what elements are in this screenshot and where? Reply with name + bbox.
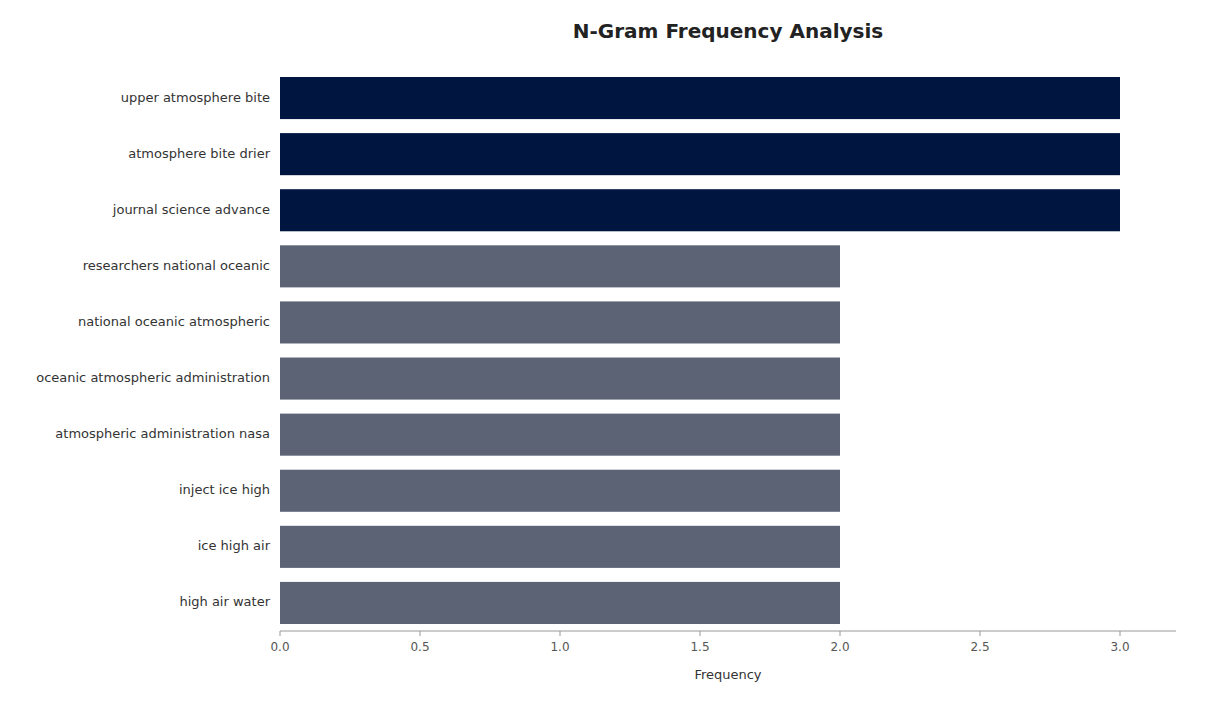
x-tick-label: 3.0 — [1110, 640, 1129, 654]
bar — [280, 245, 840, 287]
x-tick-label: 0.0 — [270, 640, 289, 654]
x-tick — [280, 631, 281, 636]
bar — [280, 77, 1120, 119]
bar — [280, 526, 840, 568]
x-tick — [980, 631, 981, 636]
category-label: researchers national oceanic — [83, 258, 270, 273]
bars — [280, 77, 1120, 624]
x-tick-label: 0.5 — [410, 640, 429, 654]
category-label: journal science advance — [112, 202, 270, 217]
chart-svg: N-Gram Frequency Analysis high air water i… — [0, 0, 1216, 701]
page: {"chart_data": {"type": "bar", "orientat… — [0, 0, 1216, 701]
category-label: atmospheric administration nasa — [55, 426, 270, 441]
bar — [280, 189, 1120, 231]
bar — [280, 582, 840, 624]
x-tick — [560, 631, 561, 636]
category-label: upper atmosphere bite — [121, 90, 270, 105]
x-tick-label: 1.0 — [550, 640, 569, 654]
category-label: ice high air — [198, 538, 271, 553]
x-tick-label: 2.5 — [970, 640, 989, 654]
bar — [280, 470, 840, 512]
x-tick-label: 2.0 — [830, 640, 849, 654]
category-label: high air water — [179, 594, 270, 609]
bar — [280, 133, 1120, 175]
chart-container: N-Gram Frequency Analysis high air water i… — [0, 0, 1216, 701]
bar — [280, 414, 840, 456]
x-axis-label: Frequency — [694, 667, 761, 682]
x-tick — [700, 631, 701, 636]
title: N-Gram Frequency Analysis — [573, 19, 883, 43]
x-tick-label: 1.5 — [690, 640, 709, 654]
category-label: atmosphere bite drier — [128, 146, 270, 161]
category-label: inject ice high — [179, 482, 270, 497]
x-axis-line — [280, 631, 1176, 632]
bar — [280, 358, 840, 400]
x-tick — [420, 631, 421, 636]
x-tick — [840, 631, 841, 636]
x-tick — [1120, 631, 1121, 636]
category-label: oceanic atmospheric administration — [36, 370, 270, 385]
bar — [280, 301, 840, 343]
category-label: national oceanic atmospheric — [78, 314, 270, 329]
